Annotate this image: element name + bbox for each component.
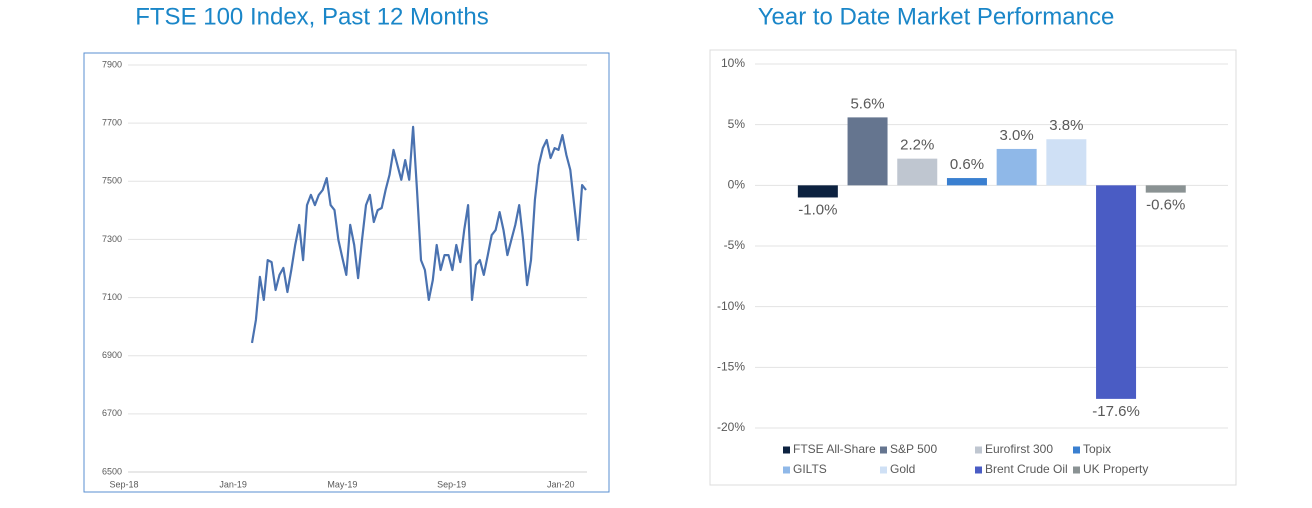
- bar: [847, 117, 888, 186]
- x-tick-label: Jan-20: [547, 479, 575, 489]
- chart-title: Year to Date Market Performance: [758, 3, 1115, 30]
- bar: [1046, 139, 1087, 186]
- bar: [996, 148, 1037, 186]
- y-tick-label: 6700: [102, 408, 122, 418]
- legend-label: S&P 500: [890, 442, 937, 456]
- y-tick-label: -15%: [717, 360, 745, 374]
- chart-frame: [709, 49, 1237, 486]
- x-tick-label: Sep-18: [109, 479, 138, 489]
- line: [250, 125, 587, 344]
- legend-swatch: [1073, 446, 1080, 454]
- y-tick-label: 10%: [721, 56, 745, 70]
- x-tick-label: May-19: [327, 479, 357, 489]
- legend-swatch: [880, 446, 887, 454]
- value-label: -1.0%: [798, 201, 837, 218]
- y-tick-label: -20%: [717, 420, 745, 434]
- value-label: 2.2%: [900, 137, 934, 154]
- legend-swatch: [975, 446, 982, 454]
- chart-title: FTSE 100 Index, Past 12 Months: [135, 3, 489, 30]
- legend-swatch: [975, 466, 982, 474]
- x-tick-label: Sep-19: [437, 479, 466, 489]
- y-tick-label: 7500: [102, 176, 122, 186]
- legend-label: FTSE All-Share: [793, 442, 876, 456]
- y-tick-label: 7100: [102, 292, 122, 302]
- y-tick-label: 7300: [102, 234, 122, 244]
- y-tick-label: 7700: [102, 118, 122, 128]
- x-tick-label: Jan-19: [219, 479, 247, 489]
- y-tick-label: -10%: [717, 299, 745, 313]
- y-tick-label: 6900: [102, 350, 122, 360]
- legend-label: Topix: [1083, 442, 1111, 456]
- y-tick-label: 6500: [102, 466, 122, 476]
- bar: [1145, 185, 1186, 193]
- bar: [1096, 185, 1137, 399]
- legend-label: Eurofirst 300: [985, 442, 1053, 456]
- legend-label: Brent Crude Oil: [985, 462, 1068, 476]
- y-tick-label: -5%: [724, 238, 746, 252]
- legend-swatch: [783, 446, 790, 454]
- legend-swatch: [1073, 466, 1080, 474]
- y-tick-label: 5%: [728, 117, 746, 131]
- value-label: 3.8%: [1049, 117, 1083, 134]
- bar: [897, 158, 938, 186]
- legend-label: GILTS: [793, 462, 827, 476]
- value-label: 0.6%: [950, 156, 984, 173]
- value-label: 5.6%: [850, 95, 884, 112]
- legend-swatch: [880, 466, 887, 474]
- value-label: -0.6%: [1146, 197, 1185, 214]
- bar: [946, 178, 987, 186]
- legend-swatch: [783, 466, 790, 474]
- bar: [797, 185, 838, 198]
- legend-label: Gold: [890, 462, 915, 476]
- y-tick-label: 7900: [102, 59, 122, 69]
- value-label: -17.6%: [1092, 403, 1140, 420]
- y-tick-label: 0%: [728, 178, 746, 192]
- legend-label: UK Property: [1083, 462, 1148, 476]
- value-label: 3.0%: [1000, 127, 1034, 144]
